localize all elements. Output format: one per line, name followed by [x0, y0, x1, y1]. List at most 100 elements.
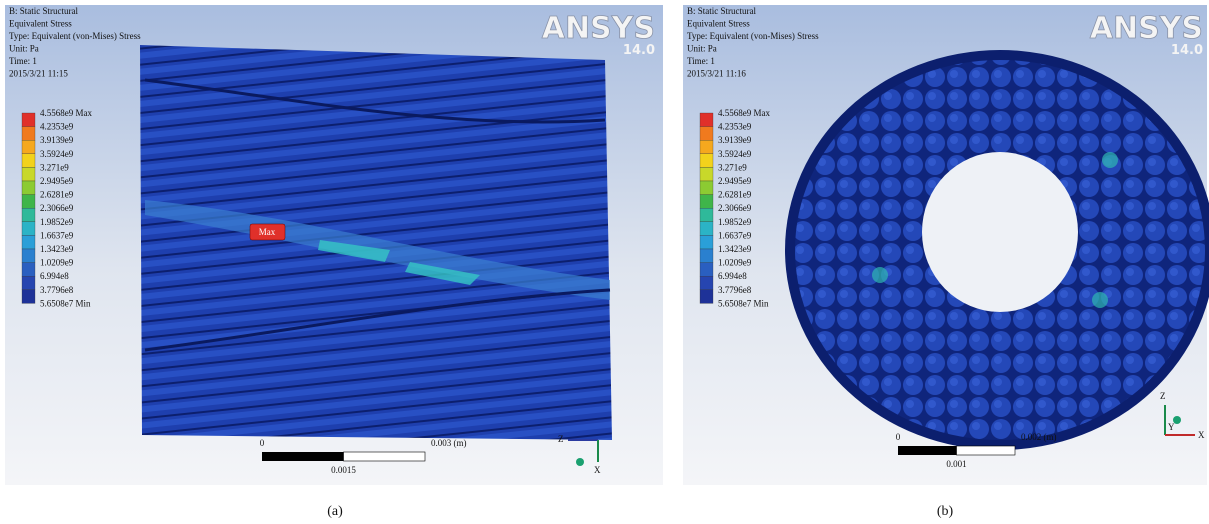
- header-line: B: Static Structural: [687, 6, 756, 16]
- header-line: 2015/3/21 11:16: [687, 69, 746, 79]
- legend-swatch: [21, 248, 36, 263]
- legend-swatch: [21, 140, 36, 154]
- stress-patch: [1092, 292, 1108, 308]
- legend-label: 4.5568e9 Max: [718, 108, 770, 118]
- axis-label: Z: [1160, 391, 1166, 401]
- legend-label: 4.2353e9: [718, 122, 752, 132]
- scale-bar-white: [956, 445, 1016, 456]
- legend-label: 3.271e9: [40, 162, 69, 172]
- logo: ANSYS: [542, 11, 655, 46]
- legend-swatch: [699, 235, 714, 250]
- legend-label: 2.6281e9: [718, 190, 752, 200]
- header-line: Unit: Pa: [687, 44, 717, 54]
- stress-patch: [1102, 152, 1118, 168]
- legend-label: 2.9495e9: [718, 176, 752, 186]
- legend-label: 5.6508e7 Min: [718, 298, 769, 308]
- legend-label: 1.6637e9: [718, 230, 752, 240]
- legend-label: 1.0209e9: [718, 258, 752, 268]
- legend-swatch: [699, 112, 714, 127]
- legend-swatch: [21, 208, 36, 222]
- legend-swatch: [21, 194, 36, 209]
- legend-swatch: [699, 289, 714, 304]
- header-line: Equivalent Stress: [9, 19, 72, 29]
- legend-swatch: [21, 276, 36, 290]
- stress-patch: [872, 267, 888, 283]
- legend-label: 6.994e8: [40, 271, 69, 281]
- legend-label: 2.3066e9: [40, 203, 74, 213]
- legend-label: 1.3423e9: [40, 244, 74, 254]
- legend-swatch: [21, 153, 36, 168]
- legend-label: 2.9495e9: [40, 176, 74, 186]
- legend-label: 5.6508e7 Min: [40, 298, 91, 308]
- legend-label: 1.6637e9: [40, 230, 74, 240]
- legend-swatch: [21, 126, 36, 141]
- legend-label: 1.3423e9: [718, 244, 752, 254]
- scale-mid: 0.0015: [331, 465, 356, 475]
- legend-swatch: [699, 248, 714, 263]
- header-line: Type: Equivalent (von-Mises) Stress: [687, 31, 819, 41]
- legend-swatch: [699, 221, 714, 236]
- legend-swatch: [699, 167, 714, 182]
- legend-label: 4.2353e9: [40, 122, 74, 132]
- max-marker: [249, 223, 286, 241]
- legend-swatch: [699, 153, 714, 168]
- scale-start: 0: [896, 432, 901, 442]
- strand-edge: [144, 288, 611, 352]
- version: 14.0: [1171, 43, 1203, 58]
- legend-swatch: [699, 262, 714, 277]
- legend-label: 2.6281e9: [40, 190, 74, 200]
- header-line: 2015/3/21 11:15: [9, 69, 68, 79]
- legend-swatch: [21, 289, 36, 304]
- legend-label: 1.9852e9: [40, 217, 74, 227]
- strand-edge: [144, 78, 606, 124]
- scale-bar-black: [898, 446, 957, 455]
- legend-label: 1.0209e9: [40, 258, 74, 268]
- header-line: B: Static Structural: [9, 6, 78, 16]
- legend-swatch: [21, 112, 36, 127]
- legend-swatch: [699, 126, 714, 141]
- scale-bar-black: [262, 452, 344, 461]
- legend-label: 3.271e9: [718, 162, 747, 172]
- scale-end: 0.003 (m): [431, 438, 467, 448]
- legend-swatch: [699, 140, 714, 154]
- axis-label: X: [1198, 430, 1205, 440]
- legend-swatch: [21, 167, 36, 182]
- stress-patch: [318, 240, 390, 262]
- axis-label: Z: [558, 434, 564, 444]
- legend-swatch: [699, 180, 714, 195]
- header-line: Time: 1: [9, 56, 37, 66]
- scale-start: 0: [260, 438, 265, 448]
- scale-mid: 0.001: [946, 459, 966, 469]
- scale-bar-white: [343, 451, 426, 462]
- legend-swatch: [699, 194, 714, 209]
- header-line: Type: Equivalent (von-Mises) Stress: [9, 31, 141, 41]
- header-line: Time: 1: [687, 56, 715, 66]
- cable-core-hole: [922, 152, 1078, 312]
- legend-label: 1.9852e9: [718, 217, 752, 227]
- legend-label: 3.7796e8: [40, 285, 74, 295]
- legend-label: 2.3066e9: [718, 203, 752, 213]
- header-line: Equivalent Stress: [687, 19, 750, 29]
- version: 14.0: [623, 43, 655, 58]
- axis-label: X: [594, 465, 601, 475]
- legend-swatch: [21, 235, 36, 250]
- caption: (a): [327, 504, 343, 519]
- axis-label: Y: [1168, 422, 1175, 432]
- legend-label: 3.9139e9: [40, 135, 74, 145]
- legend-label: 6.994e8: [718, 271, 747, 281]
- legend-swatch: [699, 208, 714, 222]
- legend-swatch: [21, 262, 36, 277]
- legend-swatch: [699, 276, 714, 290]
- legend-swatch: [21, 180, 36, 195]
- scale-end: 0.002 (m): [1021, 432, 1057, 442]
- legend-swatch: [21, 221, 36, 236]
- axis-y: [576, 458, 584, 466]
- stress-patch: [405, 262, 480, 285]
- legend-label: 3.9139e9: [718, 135, 752, 145]
- legend-label: 4.5568e9 Max: [40, 108, 92, 118]
- caption: (b): [937, 504, 954, 519]
- header-line: Unit: Pa: [9, 44, 39, 54]
- max-marker-label: Max: [259, 227, 276, 237]
- logo: ANSYS: [1090, 11, 1203, 46]
